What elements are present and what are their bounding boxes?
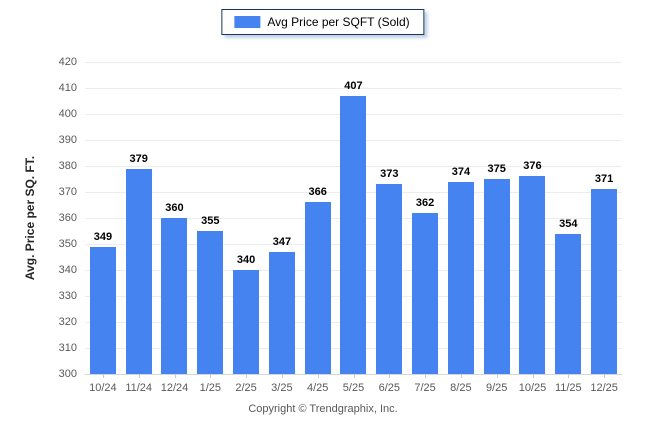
bar <box>89 246 116 374</box>
bar-group: 371 <box>586 62 622 374</box>
y-tick-label: 370 <box>58 186 77 198</box>
bar <box>376 184 403 374</box>
x-tick-label: 3/25 <box>271 382 293 394</box>
x-tick <box>460 374 462 378</box>
x-tick <box>138 374 140 378</box>
y-tick-label: 360 <box>58 212 77 224</box>
bar-group: 379 <box>121 62 157 374</box>
bar-value-label: 349 <box>93 230 113 243</box>
bar-group: 347 <box>264 62 300 374</box>
legend-label: Avg Price per SQFT (Sold) <box>267 15 410 29</box>
x-tick-label: 12/24 <box>160 382 189 394</box>
bar-value-label: 407 <box>344 79 363 92</box>
bar-value-label: 379 <box>129 152 148 165</box>
y-tick-label: 420 <box>58 56 77 68</box>
x-tick-label: 12/25 <box>590 382 618 394</box>
bar <box>555 233 582 374</box>
bar <box>197 231 224 374</box>
legend-swatch <box>234 16 261 28</box>
x-tick <box>174 374 176 378</box>
bar-value-label: 355 <box>201 215 220 227</box>
x-tick <box>281 374 283 378</box>
bar-value-label: 374 <box>451 165 471 178</box>
bar-group: 374 <box>443 62 479 374</box>
bar-group: 349 <box>85 62 121 374</box>
x-tick <box>317 374 319 378</box>
y-axis-title: Avg. Price per SQ. FT. <box>23 155 37 281</box>
bar-value-label: 366 <box>308 186 327 199</box>
bar-group: 340 <box>228 62 264 374</box>
y-tick-label: 400 <box>58 108 77 120</box>
x-tick <box>102 374 104 378</box>
copyright-text: Copyright © Trendgraphix, Inc. <box>248 403 398 415</box>
x-tick-label: 11/25 <box>554 382 582 394</box>
bar <box>304 202 331 374</box>
bar-group: 373 <box>371 62 407 374</box>
y-tick-label: 340 <box>58 264 77 276</box>
x-tick-label: 11/24 <box>125 382 153 394</box>
bar-group: 375 <box>479 62 515 374</box>
x-tick-label: 6/25 <box>378 382 401 394</box>
bar-value-label: 373 <box>380 168 399 181</box>
x-tick-label: 2/25 <box>235 382 257 394</box>
gridline <box>85 88 622 89</box>
x-tick <box>246 374 248 378</box>
bar <box>125 168 152 374</box>
bar-value-label: 340 <box>236 254 256 266</box>
bar <box>447 181 474 374</box>
x-tick-label: 10/25 <box>518 382 547 394</box>
bar-value-label: 362 <box>415 196 435 209</box>
x-tick-label: 10/24 <box>89 382 117 394</box>
bar-value-label: 354 <box>559 217 578 230</box>
x-tick-label: 1/25 <box>199 382 222 394</box>
bar <box>591 189 618 374</box>
x-tick <box>496 374 498 378</box>
bar-group: 355 <box>192 62 228 374</box>
y-tick-label: 320 <box>58 316 77 328</box>
legend: Avg Price per SQFT (Sold) <box>221 9 425 35</box>
y-tick-label: 300 <box>58 368 77 380</box>
x-tick <box>210 374 212 378</box>
bar <box>161 218 188 374</box>
bar-group: 362 <box>407 62 443 374</box>
bar <box>233 270 260 374</box>
bar <box>268 251 295 374</box>
gridline <box>85 62 622 63</box>
y-tick-label: 310 <box>58 342 77 354</box>
bar <box>519 176 546 374</box>
x-tick <box>604 374 606 378</box>
bar <box>340 95 367 374</box>
x-tick <box>389 374 391 378</box>
x-tick-label: 8/25 <box>450 382 472 394</box>
bar-group: 360 <box>157 62 193 374</box>
plot-area: 300 310 320 330 340 350 360 370 380 390 400 410 420 3… <box>59 56 622 394</box>
y-tick-label: 410 <box>58 82 77 94</box>
x-tick-label: 7/25 <box>414 382 436 394</box>
bar-group: 366 <box>300 62 336 374</box>
bar-group: 354 <box>550 62 586 374</box>
y-tick-label: 350 <box>58 238 77 250</box>
x-tick-label: 4/25 <box>306 382 329 394</box>
y-tick-label: 380 <box>58 160 77 172</box>
bar-value-label: 347 <box>272 235 292 248</box>
x-tick <box>425 374 427 378</box>
bar <box>483 179 510 374</box>
bar-group: 407 <box>336 62 372 374</box>
y-tick-label: 330 <box>58 290 77 302</box>
x-tick-label: 5/25 <box>342 382 365 394</box>
y-tick-label: 390 <box>58 134 77 146</box>
x-tick <box>568 374 570 378</box>
x-tick-label: 9/25 <box>485 382 508 394</box>
bar-value-label: 371 <box>594 173 614 186</box>
bar-value-label: 375 <box>487 163 506 175</box>
bar-value-label: 376 <box>523 160 542 173</box>
x-tick <box>532 374 534 378</box>
bar-group: 376 <box>515 62 551 374</box>
bar <box>412 212 439 374</box>
bar-value-label: 360 <box>165 202 184 214</box>
x-tick <box>353 374 355 378</box>
